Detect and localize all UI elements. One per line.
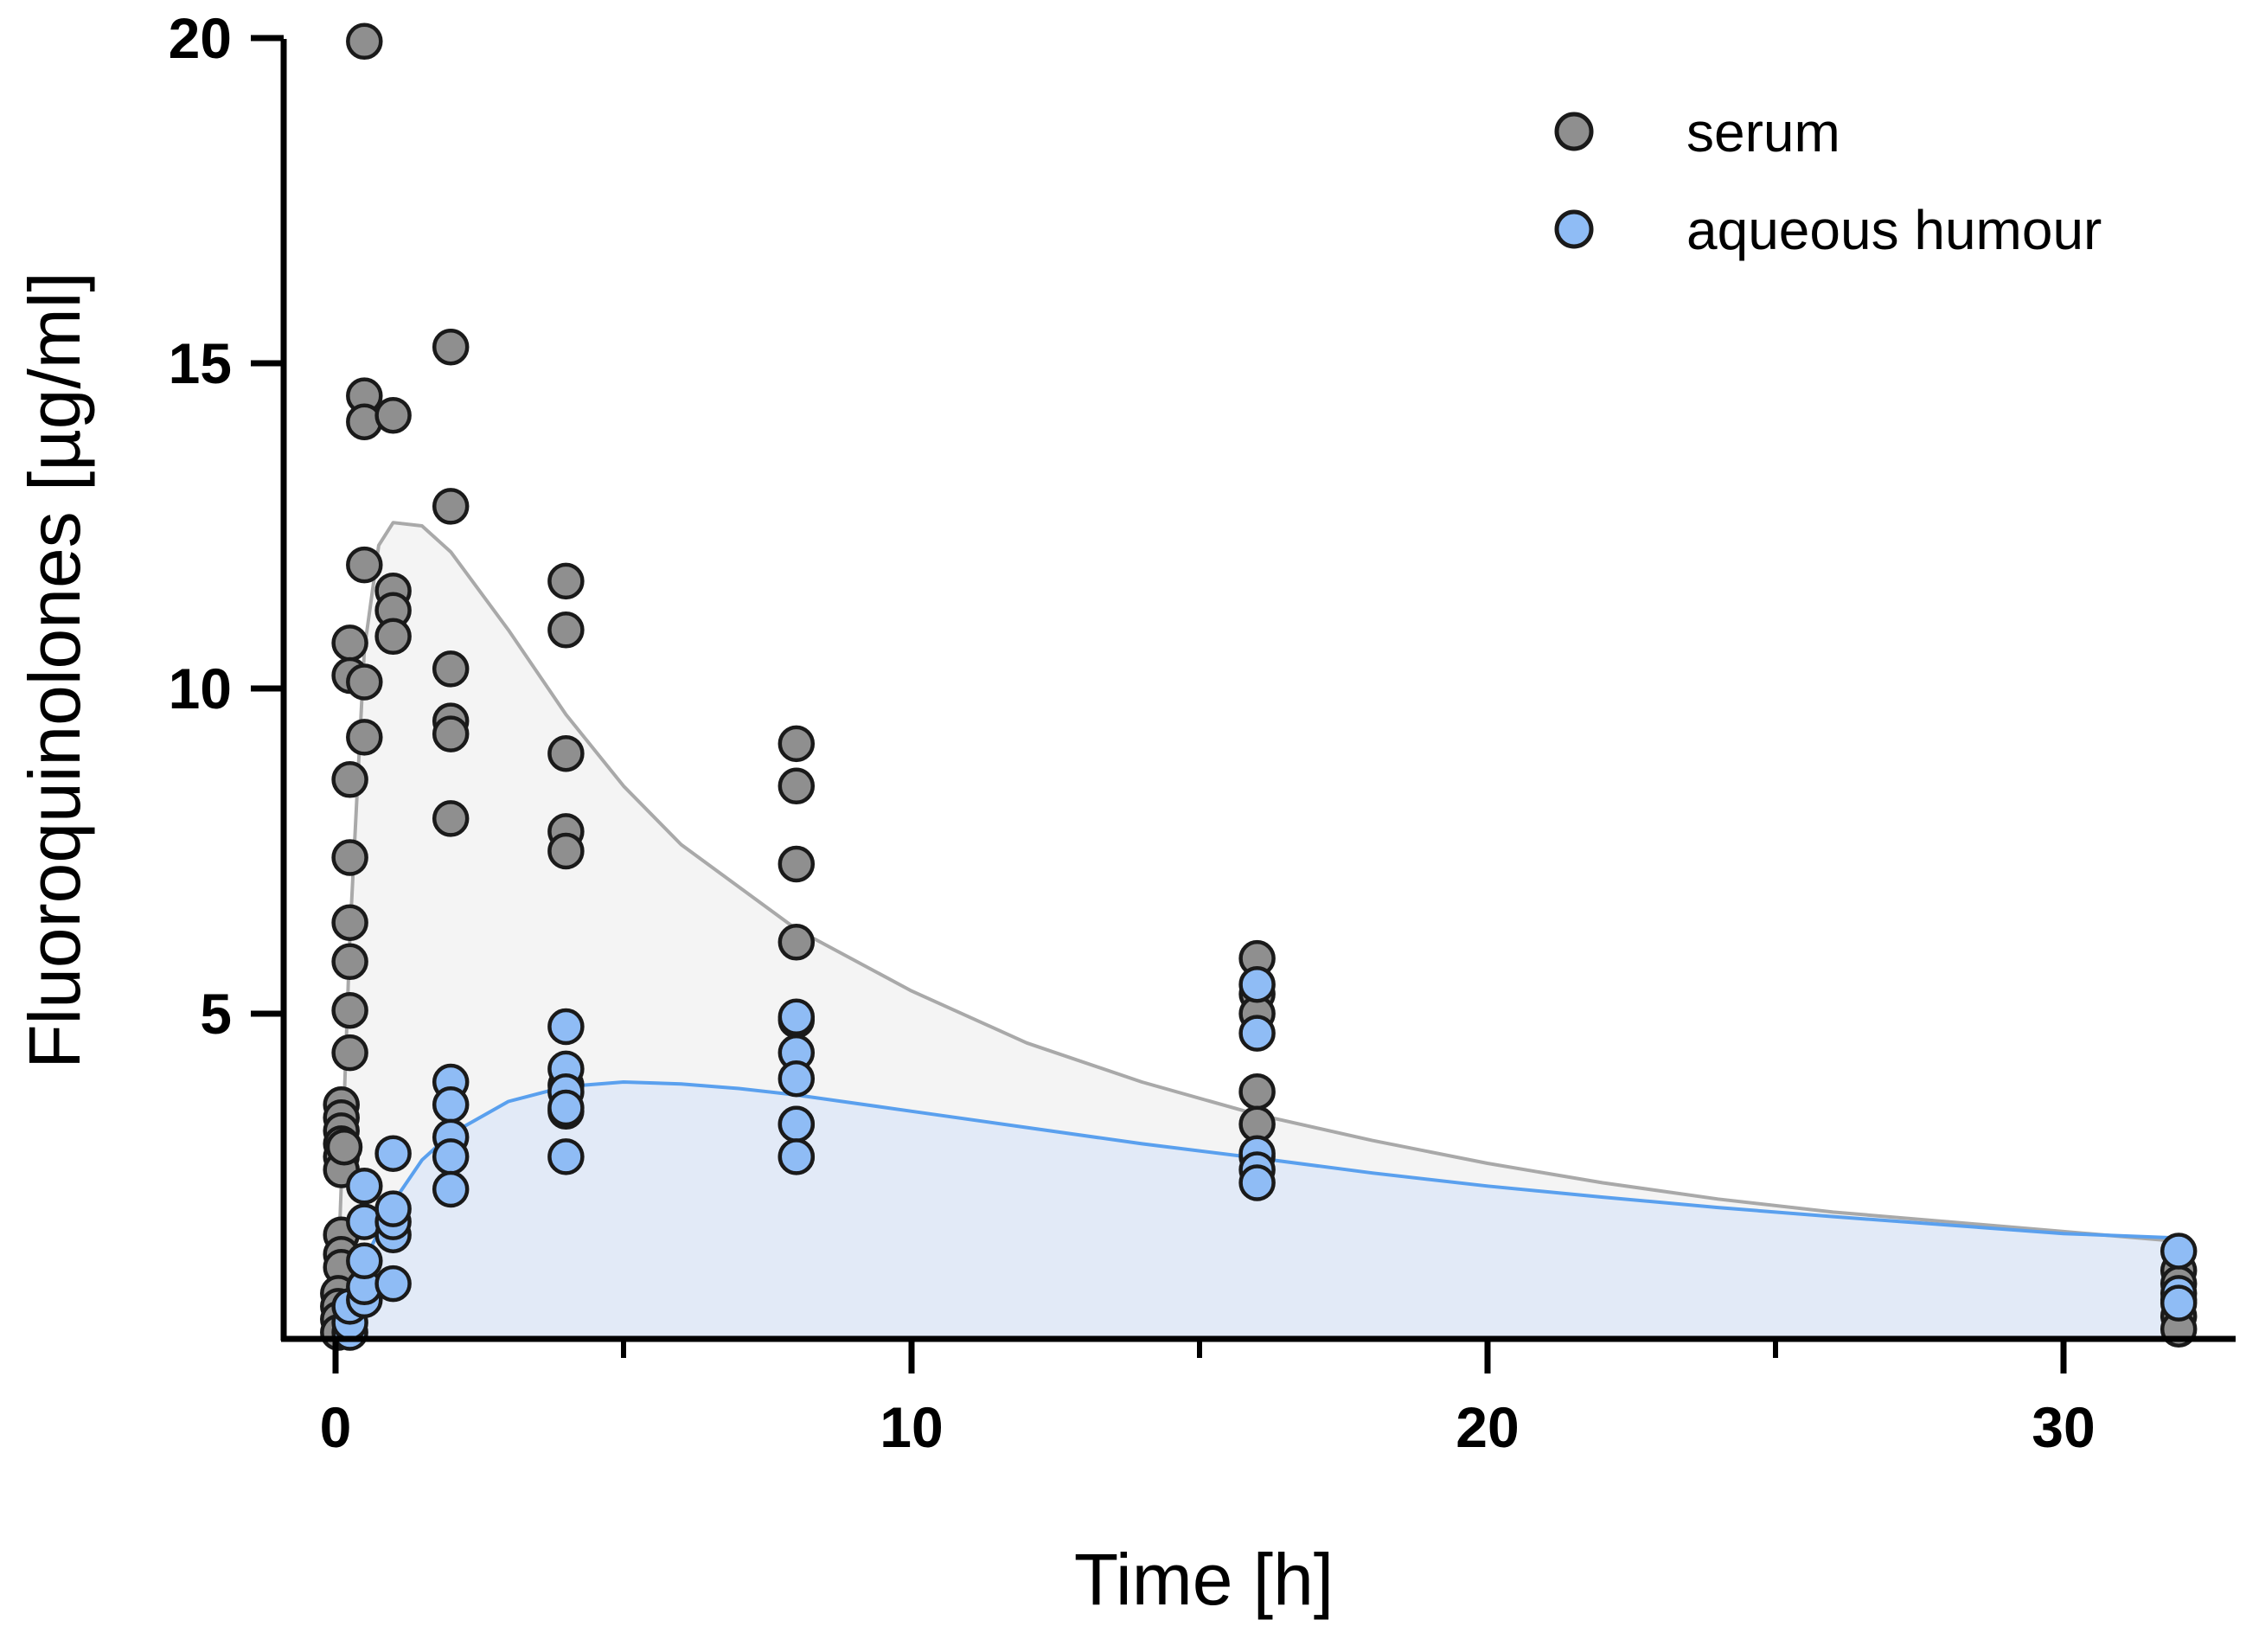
point-aqueous-humour [346, 1168, 383, 1205]
point-aqueous-humour [432, 1138, 470, 1175]
legend-label-serum: serum [1686, 101, 1840, 163]
point-serum [325, 1128, 363, 1166]
point-serum [331, 904, 368, 941]
point-aqueous-humour [777, 1138, 816, 1175]
point-serum [432, 800, 470, 837]
point-aqueous-humour [1238, 965, 1276, 1003]
point-serum [547, 832, 585, 870]
point-aqueous-humour [777, 998, 816, 1036]
y-axis-title: Fluoroquinolones [µg/ml] [14, 272, 95, 1069]
legend-marker-aqueous-humour [1554, 209, 1594, 249]
fit-curve-aqueous-humour [334, 1080, 2179, 1340]
point-serum [331, 761, 368, 798]
point-serum [432, 650, 470, 688]
y-tick-label: 10 [169, 656, 232, 720]
point-serum [547, 734, 585, 772]
point-aqueous-humour [432, 1086, 470, 1124]
legend-marker-serum [1554, 112, 1594, 151]
x-tick-label: 0 [320, 1395, 352, 1459]
point-serum [331, 624, 368, 662]
point-aqueous-humour [547, 1138, 585, 1175]
point-aqueous-humour [2160, 1284, 2198, 1322]
point-serum [547, 562, 585, 600]
axes-layer [251, 35, 2236, 1373]
x-tick-label: 30 [2032, 1395, 2095, 1459]
point-aqueous-humour [777, 1105, 816, 1143]
point-aqueous-humour [547, 1089, 585, 1127]
point-serum [346, 719, 383, 756]
point-serum [777, 725, 816, 763]
y-tick-label: 5 [200, 982, 232, 1046]
x-axis-title: Time [h] [1074, 1539, 1334, 1620]
point-serum [432, 488, 470, 525]
point-aqueous-humour [432, 1170, 470, 1208]
point-aqueous-humour [777, 1060, 816, 1098]
legend-label-aqueous-humour: aqueous humour [1686, 199, 2102, 261]
y-tick-label: 20 [169, 6, 232, 70]
data-points-layer [320, 22, 2198, 1351]
tick-labels-layer: 5 10 15 20 0 10 20 30 [169, 6, 2096, 1459]
x-tick-label: 20 [1456, 1395, 1519, 1459]
point-serum [331, 839, 368, 876]
x-tick-label: 10 [880, 1395, 943, 1459]
point-serum [777, 924, 816, 961]
point-aqueous-humour [1238, 1015, 1276, 1052]
point-aqueous-humour [547, 1008, 585, 1046]
point-serum [331, 991, 368, 1029]
point-aqueous-humour [374, 1190, 412, 1227]
point-serum [331, 1034, 368, 1072]
point-serum [331, 943, 368, 981]
point-serum [432, 715, 470, 752]
point-serum [777, 767, 816, 805]
point-serum [547, 611, 585, 649]
point-serum [346, 663, 383, 701]
legend: serum aqueous humour [1554, 101, 2102, 261]
point-serum [346, 546, 383, 584]
point-serum [374, 618, 412, 656]
point-serum [346, 22, 383, 61]
point-aqueous-humour [346, 1242, 383, 1280]
point-serum [1238, 1073, 1276, 1111]
point-serum [777, 845, 816, 883]
point-aqueous-humour [374, 1135, 412, 1172]
point-serum [432, 328, 470, 366]
point-aqueous-humour [2160, 1233, 2198, 1270]
point-serum [374, 396, 412, 434]
y-tick-label: 15 [169, 331, 232, 395]
point-aqueous-humour [1238, 1164, 1276, 1201]
point-aqueous-humour [374, 1265, 412, 1303]
